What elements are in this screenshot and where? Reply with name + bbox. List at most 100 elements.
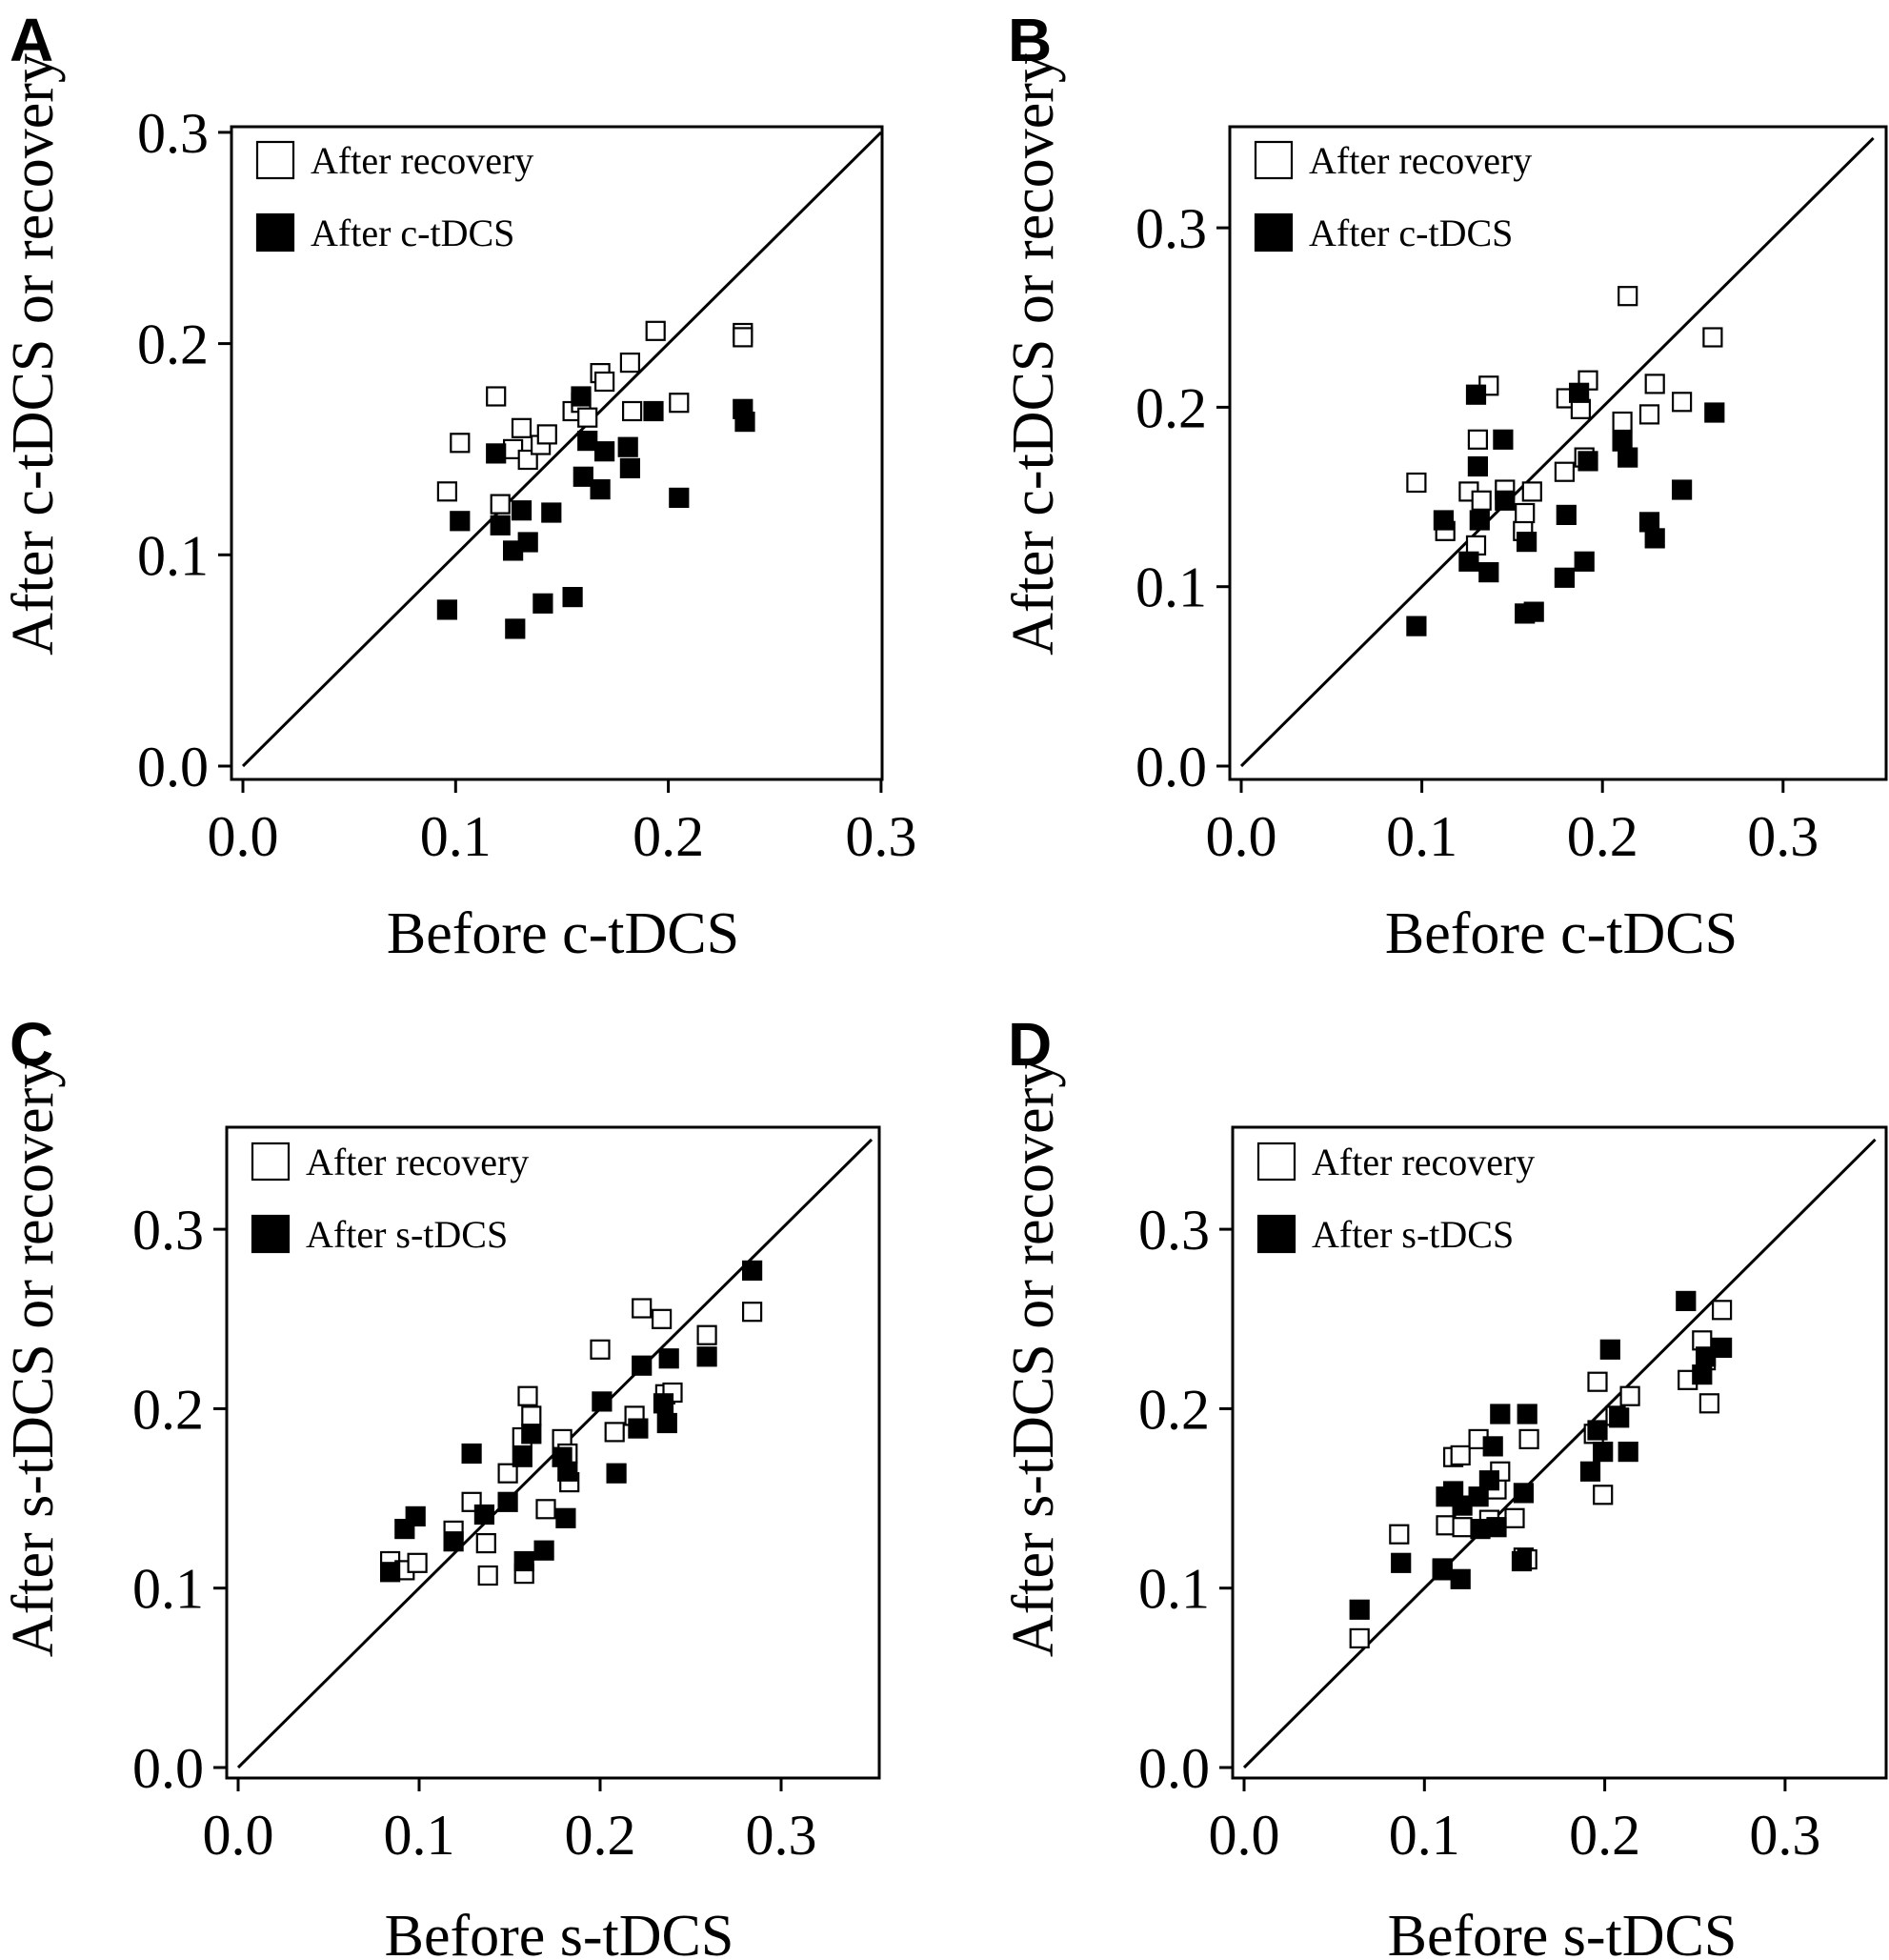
data-point-treatment — [557, 1461, 578, 1482]
data-point-treatment — [521, 1424, 542, 1445]
data-point-treatment — [658, 1348, 679, 1369]
data-points — [1406, 286, 1725, 636]
data-point-treatment — [562, 586, 583, 608]
y-tick-label: 0.3 — [137, 102, 209, 165]
data-point-treatment — [653, 1393, 674, 1414]
data-point-recovery — [604, 1422, 625, 1443]
data-point-treatment — [461, 1443, 482, 1465]
legend-filled-marker — [255, 212, 295, 253]
data-point-treatment — [511, 500, 533, 521]
x-axis-title: Before c-tDCS — [1385, 901, 1738, 966]
ticks: 0.0 0.1 0.2 0.3 0.0 0.1 0.2 0.3 — [137, 102, 916, 868]
x-tick-label: 0.1 — [420, 805, 492, 868]
legend-open-marker — [255, 140, 295, 180]
data-point-treatment — [541, 502, 562, 523]
legend-filled-marker — [1254, 212, 1294, 253]
data-point-treatment — [1692, 1364, 1713, 1385]
data-point-recovery — [517, 1385, 538, 1406]
data-points — [380, 1260, 763, 1586]
data-point-recovery — [1349, 1627, 1370, 1649]
legend: After recovery After c-tDCS — [1254, 139, 1532, 254]
data-point-treatment — [1391, 1552, 1412, 1573]
y-axis-title: After c-tDCS or recovery — [1001, 53, 1066, 656]
legend-open-marker — [251, 1142, 291, 1182]
data-point-recovery — [1471, 490, 1492, 511]
data-point-recovery — [1452, 1517, 1473, 1538]
identity-line-path — [241, 131, 882, 768]
y-tick-label: 0.2 — [132, 1378, 204, 1441]
identity-line — [241, 131, 882, 768]
data-point-recovery — [733, 327, 754, 348]
data-point-treatment — [734, 412, 755, 433]
data-point-recovery — [477, 1565, 498, 1586]
data-point-recovery — [1644, 374, 1665, 394]
data-point-treatment — [1618, 447, 1638, 468]
legend-label-recovery: After recovery — [1309, 139, 1532, 182]
data-point-recovery — [741, 1302, 763, 1323]
data-point-recovery — [436, 481, 457, 502]
data-point-treatment — [1482, 1436, 1503, 1457]
y-axis-title: After s-tDCS or recovery — [1, 1059, 66, 1657]
y-tick-label: 0.1 — [1135, 556, 1207, 619]
data-point-treatment — [1349, 1599, 1370, 1620]
x-tick-label: 0.1 — [1386, 805, 1457, 868]
y-tick-label: 0.3 — [1138, 1199, 1210, 1262]
data-point-treatment — [513, 1550, 534, 1572]
data-point-treatment — [1523, 601, 1544, 622]
data-point-treatment — [1490, 1404, 1511, 1425]
data-point-recovery — [619, 353, 641, 374]
data-point-treatment — [696, 1346, 717, 1367]
x-tick-label: 0.3 — [1747, 805, 1819, 868]
data-point-treatment — [1458, 551, 1479, 572]
data-point-treatment — [1578, 451, 1598, 472]
data-point-treatment — [1671, 479, 1693, 500]
legend-filled-marker — [1256, 1214, 1296, 1254]
data-point-treatment — [1486, 1517, 1507, 1538]
data-point-treatment — [1609, 1407, 1630, 1428]
data-point-recovery — [1450, 1445, 1471, 1466]
panel-b: B After c-tDCS or recovery Before c-tDCS… — [1001, 6, 1888, 966]
data-point-treatment — [1516, 531, 1537, 553]
data-point-treatment — [1579, 1461, 1601, 1482]
data-point-treatment — [617, 436, 638, 457]
x-tick-label: 0.3 — [746, 1804, 817, 1867]
data-point-recovery — [1702, 327, 1723, 348]
data-point-recovery — [1587, 1371, 1608, 1392]
data-point-recovery — [1593, 1485, 1614, 1505]
data-point-treatment — [517, 532, 538, 553]
data-point-treatment — [573, 466, 593, 487]
y-tick-label: 0.0 — [132, 1737, 204, 1800]
data-point-treatment — [1468, 1486, 1489, 1507]
data-point-recovery — [511, 417, 533, 438]
identity-line-path — [1239, 136, 1875, 768]
data-point-treatment — [1676, 1290, 1697, 1312]
data-point-recovery — [1671, 392, 1693, 413]
data-point-treatment — [533, 593, 553, 614]
plot-frame — [1228, 125, 1888, 781]
panel-letter-a: A — [10, 6, 53, 74]
data-point-treatment — [1467, 455, 1489, 477]
data-point-recovery — [1521, 481, 1542, 502]
data-point-treatment — [590, 479, 611, 500]
data-point-recovery — [696, 1324, 717, 1345]
data-point-treatment — [643, 400, 664, 422]
panel-a: A After c-tDCS or recovery Before c-tDCS… — [1, 6, 916, 966]
data-point-treatment — [1711, 1337, 1733, 1359]
data-point-recovery — [1554, 461, 1576, 482]
legend: After recovery After s-tDCS — [251, 1141, 529, 1256]
x-tick-label: 0.0 — [208, 805, 279, 868]
data-point-treatment — [1513, 1483, 1535, 1504]
data-point-recovery — [497, 1463, 518, 1484]
data-point-recovery — [645, 320, 666, 341]
data-point-treatment — [1556, 504, 1577, 526]
legend-open-marker — [1256, 1142, 1296, 1182]
y-tick-label: 0.2 — [1138, 1378, 1210, 1441]
data-point-treatment — [1450, 1568, 1471, 1589]
data-point-treatment — [571, 386, 592, 407]
data-point-treatment — [505, 618, 526, 639]
legend-open-marker — [1254, 140, 1294, 180]
x-axis-title: Before c-tDCS — [387, 901, 739, 966]
legend: After recovery After c-tDCS — [255, 139, 533, 254]
data-point-treatment — [380, 1562, 401, 1583]
